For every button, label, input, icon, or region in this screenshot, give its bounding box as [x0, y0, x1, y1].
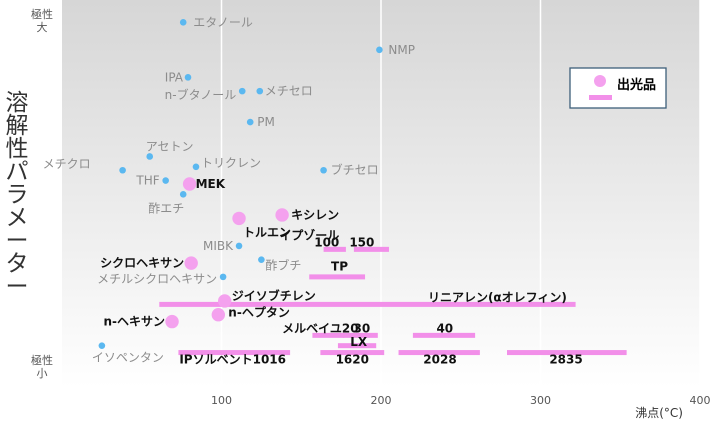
idemitsu-label: n-ヘプタン: [228, 305, 290, 320]
range-bar: [312, 332, 345, 338]
y-axis-label: 溶解性パラメーター: [4, 92, 30, 299]
solvent-dot: [320, 166, 327, 174]
x-tick-label: 200: [371, 394, 392, 407]
legend-label: 出光品: [617, 77, 656, 93]
y-axis-label-char: ー: [5, 228, 29, 254]
idemitsu-label: キシレン: [291, 208, 339, 222]
solvent-dot: [258, 256, 265, 263]
solvent-dot: [376, 46, 383, 54]
y-axis-label-char: 溶: [5, 90, 29, 116]
solvent-label: イソペンタン: [92, 351, 164, 365]
x-tick-label: 100: [211, 394, 232, 407]
y-bottom-line2: 小: [36, 367, 48, 380]
solvent-dot: [98, 342, 106, 349]
legend-marker-dot: [594, 75, 606, 87]
y-top-line2: 大: [36, 21, 48, 34]
idemitsu-dot: [165, 314, 179, 329]
legend: 出光品: [569, 67, 667, 109]
idemitsu-label: トルエン: [243, 225, 291, 239]
range-annotation: 100: [314, 235, 339, 249]
legend-marker-bar: [589, 95, 612, 100]
solvent-dot: [179, 191, 187, 198]
range-bar: [178, 350, 291, 356]
solvent-label: THF: [135, 174, 159, 188]
solvent-label: n-ブタノール: [165, 87, 237, 102]
solvent-dot: [162, 177, 169, 184]
range-annotation: 2835: [549, 352, 582, 366]
solvent-dot: [184, 74, 192, 81]
solvent-label: 酢エチ: [148, 200, 184, 215]
range-bar: [323, 246, 346, 252]
y-top-line1: 極性: [31, 8, 53, 21]
range-bar: [320, 350, 385, 356]
y-axis-top-tick: 極性 大: [22, 8, 62, 34]
range-annotation: 2028: [423, 352, 456, 366]
solvent-dot: [146, 153, 154, 160]
x-axis-label: 沸点(°C): [635, 406, 683, 420]
solvent-label: トリクレン: [201, 156, 261, 170]
range-bar: [337, 343, 377, 349]
solvent-dot: [192, 163, 200, 171]
range-annotation: 1620: [336, 352, 369, 366]
range-annotation: IPソルベント1016: [179, 352, 286, 366]
range-bar: [412, 332, 476, 338]
x-tick-label: 300: [530, 394, 551, 407]
y-axis-label-char: タ: [5, 251, 29, 277]
solvent-dot: [219, 273, 227, 281]
solvent-label: メチクロ: [43, 157, 91, 171]
idemitsu-label: シクロヘキサン: [100, 256, 184, 270]
solvent-dot: [256, 87, 264, 95]
solvent-label: エタノール: [193, 15, 253, 29]
range-bar: [309, 274, 366, 280]
range-annotation: メルベイユ20: [282, 321, 358, 335]
range-annotation: リニアレン(αオレフィン): [428, 291, 567, 305]
y-axis-label-char: メ: [5, 205, 29, 231]
y-axis-label-char: 性: [5, 136, 29, 162]
solvent-label: PM: [257, 115, 275, 129]
solvent-label: MIBK: [203, 239, 234, 253]
range-annotation: 30: [354, 321, 371, 335]
idemitsu-dot: [184, 256, 198, 270]
solvent-label: アセトン: [146, 139, 194, 153]
solvent-dot: [119, 166, 126, 174]
range-bar: [507, 350, 627, 356]
y-axis-label-char: ー: [5, 274, 29, 300]
solvent-label: IPA: [165, 70, 184, 84]
y-axis-label-char: ラ: [5, 182, 29, 208]
solvent-label: メチセロ: [265, 84, 313, 98]
solvent-label: ブチセロ: [331, 162, 379, 177]
solvent-dot: [179, 19, 187, 26]
idemitsu-dot: [232, 211, 246, 226]
range-bar: [159, 301, 576, 307]
y-axis-label-char: 解: [5, 113, 29, 139]
x-tick-label: 400: [690, 394, 711, 407]
idemitsu-dot: [275, 208, 289, 222]
idemitsu-label: MEK: [196, 177, 226, 191]
idemitsu-label: ジイソブチレン: [232, 288, 316, 303]
range-annotation: TP: [331, 260, 348, 274]
solvent-label: NMP: [388, 43, 415, 57]
legend-box: [569, 67, 667, 109]
range-annotation: 150: [349, 235, 374, 249]
range-annotation: 40: [436, 321, 453, 335]
range-bar: [353, 246, 389, 252]
range-annotation: イプゾール: [279, 228, 339, 243]
idemitsu-dot: [182, 177, 197, 191]
idemitsu-dot: [217, 294, 232, 308]
solvent-dot: [238, 87, 246, 95]
solvent-label: 酢ブチ: [265, 258, 301, 273]
y-bottom-line1: 極性: [31, 354, 53, 367]
idemitsu-label: n-ヘキサン: [104, 315, 166, 329]
y-axis-label-char: パ: [5, 159, 29, 185]
idemitsu-dot: [211, 308, 226, 322]
solvent-label: メチルシクロヘキサン: [97, 272, 217, 286]
range-bar: [342, 332, 378, 338]
range-annotation: LX: [350, 335, 368, 349]
y-axis-bottom-tick: 極性 小: [22, 354, 62, 380]
solvent-dot: [246, 118, 254, 126]
range-bar: [398, 350, 480, 356]
solvent-dot: [235, 242, 243, 250]
